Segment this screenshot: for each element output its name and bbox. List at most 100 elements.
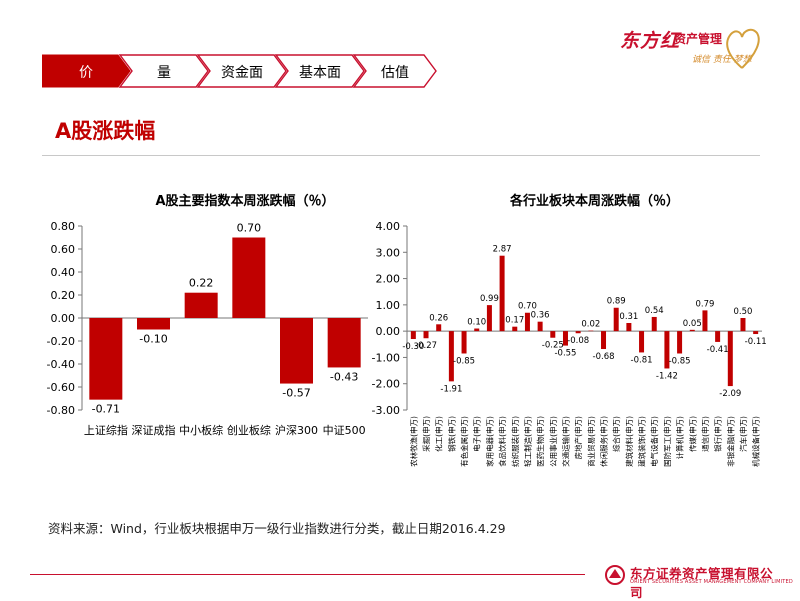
chart1-data-label: -0.71 [92, 403, 120, 416]
tab-shape-funds[interactable] [196, 54, 287, 88]
tab-shape-valuation[interactable] [352, 54, 437, 88]
brand-logo: 东方红 资产管理 诚信 责任 梦想 [600, 20, 760, 75]
chart2-bar [524, 312, 530, 332]
chart2-bar [740, 318, 746, 332]
tab-volume[interactable]: 量 [157, 65, 171, 81]
chart2-data-label: 0.10 [467, 318, 486, 328]
chart2-x-tick-label: 有色金属(申万) [459, 416, 469, 467]
chart2-data-label: 0.31 [619, 312, 638, 322]
chart2-bar [461, 331, 467, 354]
chart1-bar [327, 318, 361, 368]
chart1-y-tick-label: 0.60 [51, 243, 76, 256]
chart2-data-label: -0.11 [745, 337, 767, 347]
chart2-data-label: 0.79 [695, 299, 714, 309]
chart2-bar [562, 331, 568, 346]
chart2-x-tick-label: 综合(申万) [611, 416, 621, 452]
chart2-data-label: -0.85 [453, 356, 475, 366]
heart-logo-icon [726, 28, 760, 69]
chart2-bar [715, 331, 721, 342]
chart1-bar [89, 318, 123, 400]
chart2-bar [601, 331, 607, 350]
chart2-data-label: -0.55 [554, 349, 576, 359]
chart2-x-tick-label: 化工(申万) [434, 416, 444, 452]
chart2-bar [486, 305, 492, 332]
chart1-bar [232, 237, 266, 318]
chart2-bar [410, 331, 416, 340]
chart2-x-tick-label: 纺织服装(申万) [510, 416, 520, 467]
chart2-y-tick-label: 4.00 [376, 220, 401, 233]
chart1-y-tick-label: 0.40 [51, 266, 76, 279]
chart2-x-tick-label: 国防军工(申万) [662, 416, 672, 467]
chart1-data-label: -0.43 [330, 370, 358, 383]
chart2-bar [423, 331, 429, 339]
chart2-x-tick-label: 家用电器(申万) [484, 416, 494, 467]
section-nav: 价 量 资金面 基本面 估值 [42, 54, 437, 88]
chart2-bar [727, 331, 733, 387]
chart2-x-tick-label: 钢铁(申万) [446, 416, 456, 452]
chart1-y-tick-label: -0.80 [47, 404, 75, 417]
chart2-x-tick-label: 交通运输(申万) [560, 416, 570, 467]
tab-funds[interactable]: 资金面 [221, 65, 263, 81]
chart2-y-tick-label: -3.00 [372, 404, 400, 417]
chart2-bar [651, 316, 657, 332]
chart2-x-tick-label: 房地产(申万) [573, 416, 583, 459]
tab-price[interactable]: 价 [79, 65, 93, 81]
chart1-bar [184, 292, 218, 318]
chart2-data-label: 2.87 [493, 245, 512, 255]
chart2-data-label: 0.02 [581, 320, 600, 330]
chart2-data-label: -0.41 [707, 345, 729, 355]
chart2-data-label: 0.50 [734, 307, 753, 317]
tab-shape-fundamentals[interactable] [274, 54, 365, 88]
chart2-data-label: 0.89 [607, 297, 626, 307]
chart1-y-tick-label: -0.20 [47, 335, 75, 348]
chart2-y-tick-label: 1.00 [376, 299, 401, 312]
chart2-x-tick-label: 商业贸易(申万) [586, 416, 596, 467]
chart2-y-tick-label: -2.00 [372, 378, 400, 391]
tab-valuation[interactable]: 估值 [381, 65, 409, 81]
chart1-y-tick-label: 0.80 [51, 220, 76, 233]
chart1-y-tick-label: -0.60 [47, 381, 75, 394]
chart2-bar [753, 331, 759, 335]
chart2-bar [512, 326, 518, 332]
chart1-data-label: 0.22 [189, 277, 214, 290]
chart2-x-tick-label: 银行(申万) [713, 416, 723, 452]
company-name-en: ORIENT SECURITIES ASSET MANAGEMENT COMPA… [630, 579, 793, 585]
chart2-data-label: 0.70 [518, 302, 537, 312]
chart1-x-tick-label: 创业板综 [227, 423, 271, 437]
tab-shape-volume[interactable] [118, 54, 209, 88]
chart2-bar [499, 255, 505, 332]
chart2-x-tick-label: 建筑材料(申万) [624, 416, 634, 467]
chart1-data-label: 0.70 [237, 222, 262, 235]
chart1-x-tick-label: 深证成指 [132, 423, 176, 437]
chart2-x-tick-label: 医药生物(申万) [535, 416, 545, 467]
chart2-x-tick-label: 采掘(申万) [421, 416, 431, 452]
chart1-data-label: -0.57 [282, 387, 310, 400]
chart2-x-tick-label: 轻工制造(申万) [522, 416, 532, 467]
chart2-x-tick-label: 休闲服务(申万) [599, 416, 609, 467]
brand-name: 东方红 [620, 30, 681, 52]
company-name-cn: 东方证券资产管理有限公司 [630, 566, 774, 600]
company-emblem-icon [605, 565, 625, 585]
chart2-bar [550, 331, 556, 338]
tab-shape-price[interactable] [42, 54, 131, 88]
chart2-x-tick-label: 建筑装饰(申万) [637, 416, 647, 467]
chart2-x-tick-label: 传媒(申万) [687, 416, 697, 452]
chart2-data-label: 0.36 [531, 311, 550, 321]
chart2-bar [575, 331, 581, 334]
chart2-data-label: 0.54 [645, 306, 664, 316]
chart1-y-tick-label: 0.20 [51, 289, 76, 302]
chart2-bar [702, 310, 708, 332]
chart1-title: A股主要指数本周涨跌幅（％） [155, 193, 334, 209]
chart2-bar [639, 331, 645, 353]
footer-logo: 东方证券资产管理有限公司 ORIENT SECURITIES ASSET MAN… [604, 562, 793, 600]
chart2-x-tick-label: 汽车(申万) [738, 416, 748, 452]
chart2-data-label: -0.81 [631, 355, 653, 365]
chart2-data-label: -2.09 [719, 389, 741, 399]
chart2-bar [626, 322, 632, 332]
tab-fundamentals[interactable]: 基本面 [299, 65, 341, 81]
chart2-x-tick-label: 食品饮料(申万) [497, 416, 507, 467]
chart2-data-label: -0.68 [593, 352, 615, 362]
chart2-x-tick-label: 通信(申万) [700, 416, 710, 452]
chart2-x-tick-label: 非银金融(申万) [725, 416, 735, 467]
chart2-data-label: 0.99 [480, 294, 499, 304]
